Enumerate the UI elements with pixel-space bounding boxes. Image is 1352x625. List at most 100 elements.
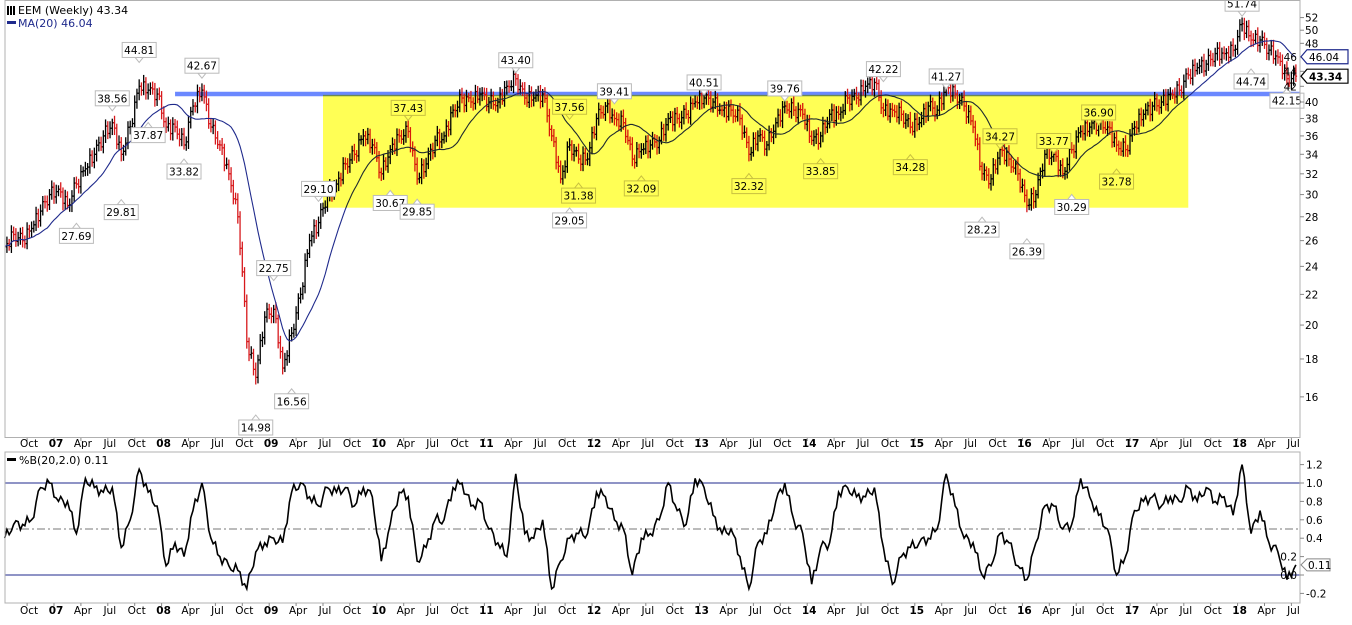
- annotation-box: [561, 187, 597, 204]
- price-bar: [306, 249, 309, 268]
- price-bar: [864, 80, 867, 98]
- price-bar: [519, 79, 522, 95]
- x-month-label: Apr: [1042, 605, 1061, 617]
- price-bar: [66, 191, 69, 210]
- price-bar: [1240, 17, 1244, 32]
- price-bar: [1254, 29, 1257, 45]
- price-bar: [1258, 35, 1262, 53]
- annotation-label: 44.81: [124, 45, 154, 57]
- price-bar: [521, 82, 524, 96]
- price-bar: [115, 123, 118, 150]
- annotation-box: [1081, 104, 1117, 121]
- price-bar: [178, 128, 181, 147]
- annotation-box: [552, 212, 588, 229]
- annotation-label: 14.98: [241, 423, 271, 435]
- x-month-label: Apr: [74, 438, 93, 450]
- price-bar: [1283, 64, 1286, 81]
- x-month-label: Apr: [719, 438, 738, 450]
- price-bar: [1294, 64, 1298, 82]
- annotation-pointer: [268, 275, 279, 282]
- x-month-label: Apr: [1150, 438, 1169, 450]
- pctb-line-icon: [7, 458, 16, 461]
- price-y-tick-label: 16: [1305, 392, 1319, 404]
- price-y-tick-label: 42: [1284, 81, 1297, 93]
- annotation-pointer: [134, 56, 145, 64]
- x-month-label: Jul: [640, 438, 654, 450]
- x-month-label: Apr: [1150, 605, 1169, 617]
- price-bar: [265, 302, 269, 323]
- price-bar: [55, 184, 58, 204]
- price-bar: [299, 287, 302, 304]
- x-year-label: 08: [156, 438, 171, 450]
- annotation-box: [767, 80, 803, 97]
- price-bar: [198, 86, 201, 103]
- price-bar: [151, 81, 154, 95]
- price-bar: [225, 157, 228, 170]
- annotation-box: [1036, 132, 1072, 149]
- price-bar: [169, 119, 172, 141]
- x-year-label: 12: [587, 605, 602, 617]
- price-bar: [1189, 68, 1192, 85]
- price-bar: [1272, 39, 1275, 64]
- price-bar: [86, 163, 89, 176]
- price-bar: [1218, 41, 1221, 66]
- price-bar: [510, 80, 513, 92]
- price-bar: [308, 233, 311, 259]
- price-bar: [57, 185, 60, 197]
- price-bar: [1267, 44, 1271, 61]
- ma-value-badge-shape: [1300, 49, 1349, 65]
- annotation-box: [301, 180, 337, 197]
- annotation-pointer: [250, 414, 261, 421]
- price-bar: [191, 99, 195, 116]
- price-bar: [176, 120, 179, 140]
- annotation-box: [390, 99, 426, 116]
- x-month-label: Apr: [181, 438, 200, 450]
- price-bar: [144, 77, 148, 100]
- price-annotation: 30.29: [1054, 193, 1090, 215]
- annotation-box: [399, 203, 435, 220]
- pctb-y-tick-label: 0.8: [1306, 496, 1323, 508]
- last-price-badge-shape: [1300, 68, 1349, 84]
- price-annotation: 36.90: [1081, 104, 1117, 126]
- price-bar: [88, 148, 92, 174]
- price-bar: [1236, 29, 1239, 55]
- pctb-value-badge: 0.11: [1300, 558, 1331, 572]
- annotation-pointer: [286, 387, 297, 395]
- annotation-label: 27.69: [61, 231, 91, 243]
- price-y-tick-label: 36: [1305, 131, 1319, 143]
- price-bar: [37, 208, 40, 228]
- annotation-label: 22.75: [259, 263, 289, 275]
- annotation-box: [1269, 92, 1305, 109]
- x-month-label: Jul: [748, 438, 762, 450]
- price-bar: [1249, 30, 1253, 48]
- pctb-value-badge-text: 0.11: [1308, 560, 1331, 572]
- annotation-box: [103, 204, 139, 221]
- price-bar: [1187, 67, 1190, 80]
- annotation-label: 34.28: [895, 162, 925, 174]
- annotation-label: 30.67: [375, 198, 405, 210]
- annotation-label: 16.56: [277, 396, 307, 408]
- price-bar: [173, 119, 177, 133]
- annotation-label: 29.10: [303, 184, 333, 196]
- price-bar: [1243, 17, 1246, 41]
- annotation-pointer: [1021, 238, 1032, 245]
- annotation-box: [552, 98, 588, 115]
- x-month-label: Oct: [450, 438, 468, 450]
- price-annotation: 42.67: [184, 57, 220, 80]
- x-month-label: Apr: [397, 438, 416, 450]
- price-bar: [274, 302, 278, 324]
- annotation-label: 37.87: [133, 130, 163, 142]
- annotation-box: [865, 61, 901, 78]
- price-bar: [227, 159, 231, 181]
- price-bar: [158, 87, 161, 101]
- x-year-label: 10: [371, 438, 386, 450]
- price-annotation: 14.98: [238, 414, 274, 436]
- price-bar: [64, 189, 67, 210]
- x-month-label: Jul: [533, 605, 547, 617]
- price-bar: [290, 327, 293, 342]
- price-bar: [207, 98, 210, 129]
- price-bar: [317, 216, 320, 237]
- price-bar: [259, 334, 262, 365]
- pctb-y-tick-label: 0.6: [1306, 515, 1323, 527]
- price-annotation: 29.10: [301, 180, 337, 203]
